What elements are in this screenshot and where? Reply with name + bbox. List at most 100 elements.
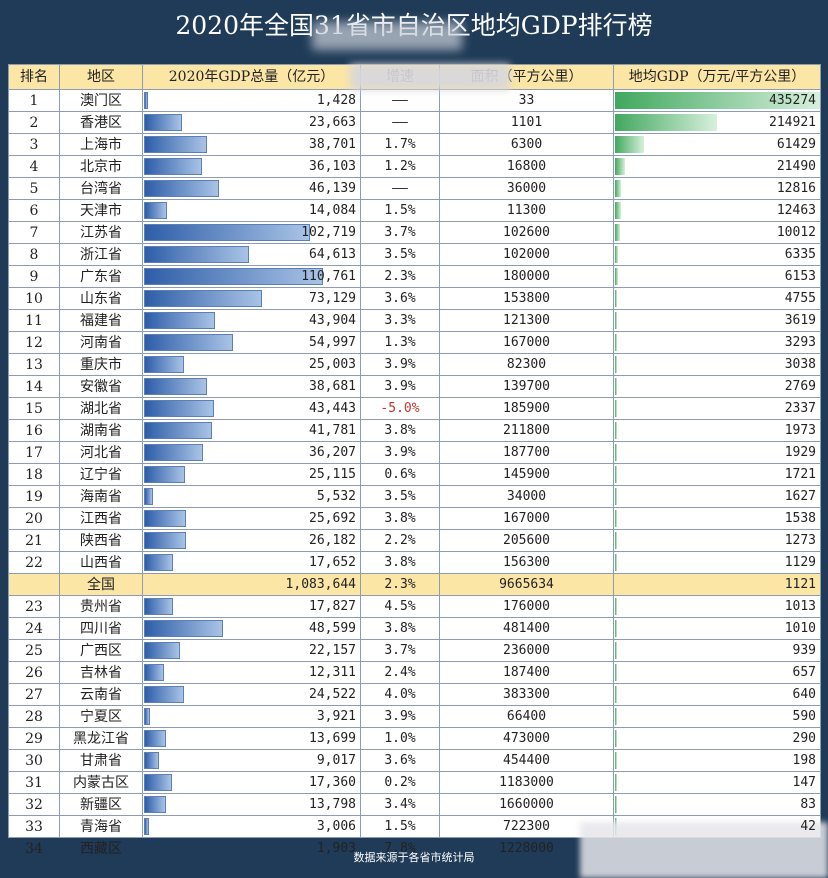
density-cell-value: 1973	[784, 422, 816, 438]
density-cell-value: 290	[792, 730, 816, 746]
table-row: 21 陕西省 26,182 2.2% 205600 1273	[8, 529, 821, 552]
growth-cell-value: 2.4%	[384, 664, 416, 680]
gdp-bar	[144, 796, 167, 813]
gdp-bar	[144, 664, 164, 681]
table-row: 29 黑龙江省 13,699 1.0% 473000 290	[8, 727, 821, 750]
gdp-cell-value: 14,084	[309, 202, 356, 218]
growth-cell-value: 3.7%	[384, 224, 416, 240]
area-cell-value: 11300	[506, 202, 547, 218]
gdp-cell-value: 3,006	[316, 818, 356, 834]
area-cell: 454400	[439, 749, 614, 772]
growth-cell: 3.9%	[360, 705, 440, 728]
table-row: 9 广东省 110,761 2.3% 180000 6153	[8, 265, 821, 288]
region-cell-value: 四川省	[80, 620, 122, 637]
table-row: 14 安徽省 38,681 3.9% 139700 2769	[8, 375, 821, 398]
density-bar	[615, 400, 618, 417]
area-cell-value: 454400	[503, 752, 550, 768]
growth-cell-value: 1.2%	[384, 158, 416, 174]
gdp-bar	[144, 620, 223, 637]
gdp-bar	[144, 356, 185, 373]
density-bar	[615, 180, 622, 197]
gdp-cell: 73,129	[142, 287, 361, 310]
area-cell: 145900	[439, 463, 614, 486]
density-cell: 435274	[613, 89, 821, 112]
gdp-cell: 46,139	[142, 177, 361, 200]
density-cell-value: 657	[792, 664, 816, 680]
gdp-bar	[144, 136, 207, 153]
ranking-table: 排名 地区 2020年GDP总量（亿元） 增速 面积（平方公里） 地均GDP（万…	[8, 64, 821, 860]
density-bar	[615, 224, 620, 241]
region-cell-value: 湖北省	[80, 400, 122, 417]
growth-cell: 3.9%	[360, 441, 440, 464]
growth-cell: 3.7%	[360, 639, 440, 662]
density-bar	[615, 664, 618, 681]
density-bar	[615, 114, 717, 131]
region-cell-value: 新疆区	[80, 796, 122, 813]
growth-cell: ——	[360, 177, 440, 200]
growth-cell: 3.3%	[360, 309, 440, 332]
area-cell: 36000	[439, 177, 614, 200]
table-row: 10 山东省 73,129 3.6% 153800 4755	[8, 287, 821, 310]
growth-cell: 2.3%	[360, 573, 440, 596]
region-cell-value: 香港区	[80, 114, 122, 131]
area-cell: 9665634	[439, 573, 614, 596]
density-bar	[615, 796, 618, 813]
area-cell: 102600	[439, 221, 614, 244]
density-cell-value: 6335	[784, 246, 816, 262]
area-cell-value: 1660000	[499, 796, 554, 812]
gdp-cell: 17,652	[142, 551, 361, 574]
gdp-cell-value: 41,781	[309, 422, 356, 438]
density-cell: 2769	[613, 375, 821, 398]
region-cell-value: 澳门区	[80, 92, 122, 109]
region-cell: 青海省	[59, 815, 143, 838]
region-cell-value: 海南省	[80, 488, 122, 505]
density-cell: 640	[613, 683, 821, 706]
density-cell: 198	[613, 749, 821, 772]
area-cell: 211800	[439, 419, 614, 442]
region-cell-value: 江西省	[80, 510, 122, 527]
table-row: 11 福建省 43,904 3.3% 121300 3619	[8, 309, 821, 332]
gdp-cell: 48,599	[142, 617, 361, 640]
density-bar	[615, 422, 618, 439]
gdp-bar	[144, 642, 180, 659]
growth-cell-value: 3.9%	[384, 378, 416, 394]
table-row: 24 四川省 48,599 3.8% 481400 1010	[8, 617, 821, 640]
density-cell-value: 590	[792, 708, 816, 724]
area-cell: 205600	[439, 529, 614, 552]
gdp-cell-value: 36,207	[309, 444, 356, 460]
area-cell-value: 156300	[503, 554, 550, 570]
density-cell: 1973	[613, 419, 821, 442]
rank-cell: 20	[8, 507, 60, 530]
region-cell-value: 河南省	[80, 334, 122, 351]
area-cell: 187700	[439, 441, 614, 464]
growth-cell-value: 1.7%	[384, 136, 416, 152]
rank-cell-value: 25	[25, 642, 43, 659]
region-cell-value: 天津市	[80, 202, 122, 219]
region-cell-value: 宁夏区	[80, 708, 122, 725]
rank-cell-value: 19	[25, 488, 43, 505]
rank-cell-value: 33	[25, 818, 43, 835]
gdp-cell: 1,428	[142, 89, 361, 112]
gdp-cell-value: 24,522	[309, 686, 356, 702]
header-density: 地均GDP（万元/平方公里）	[613, 64, 821, 90]
gdp-bar	[144, 268, 324, 285]
gdp-cell-value: 46,139	[309, 180, 356, 196]
density-bar	[615, 444, 618, 461]
region-cell: 广东省	[59, 265, 143, 288]
region-cell: 吉林省	[59, 661, 143, 684]
growth-cell-value: -5.0%	[380, 400, 420, 416]
region-cell-value: 山东省	[80, 290, 122, 307]
region-cell-value: 重庆市	[80, 356, 122, 373]
density-bar	[615, 334, 618, 351]
table-row: 25 广西区 22,157 3.7% 236000 939	[8, 639, 821, 662]
header-blur-mask	[350, 64, 510, 90]
density-cell: 83	[613, 793, 821, 816]
gdp-cell: 25,692	[142, 507, 361, 530]
rank-cell: 7	[8, 221, 60, 244]
gdp-cell-value: 1,428	[316, 92, 356, 108]
rank-cell-value: 32	[25, 796, 43, 813]
gdp-cell: 38,681	[142, 375, 361, 398]
area-cell-value: 34000	[506, 488, 547, 504]
density-bar	[615, 378, 618, 395]
rank-cell-value: 10	[25, 290, 43, 307]
